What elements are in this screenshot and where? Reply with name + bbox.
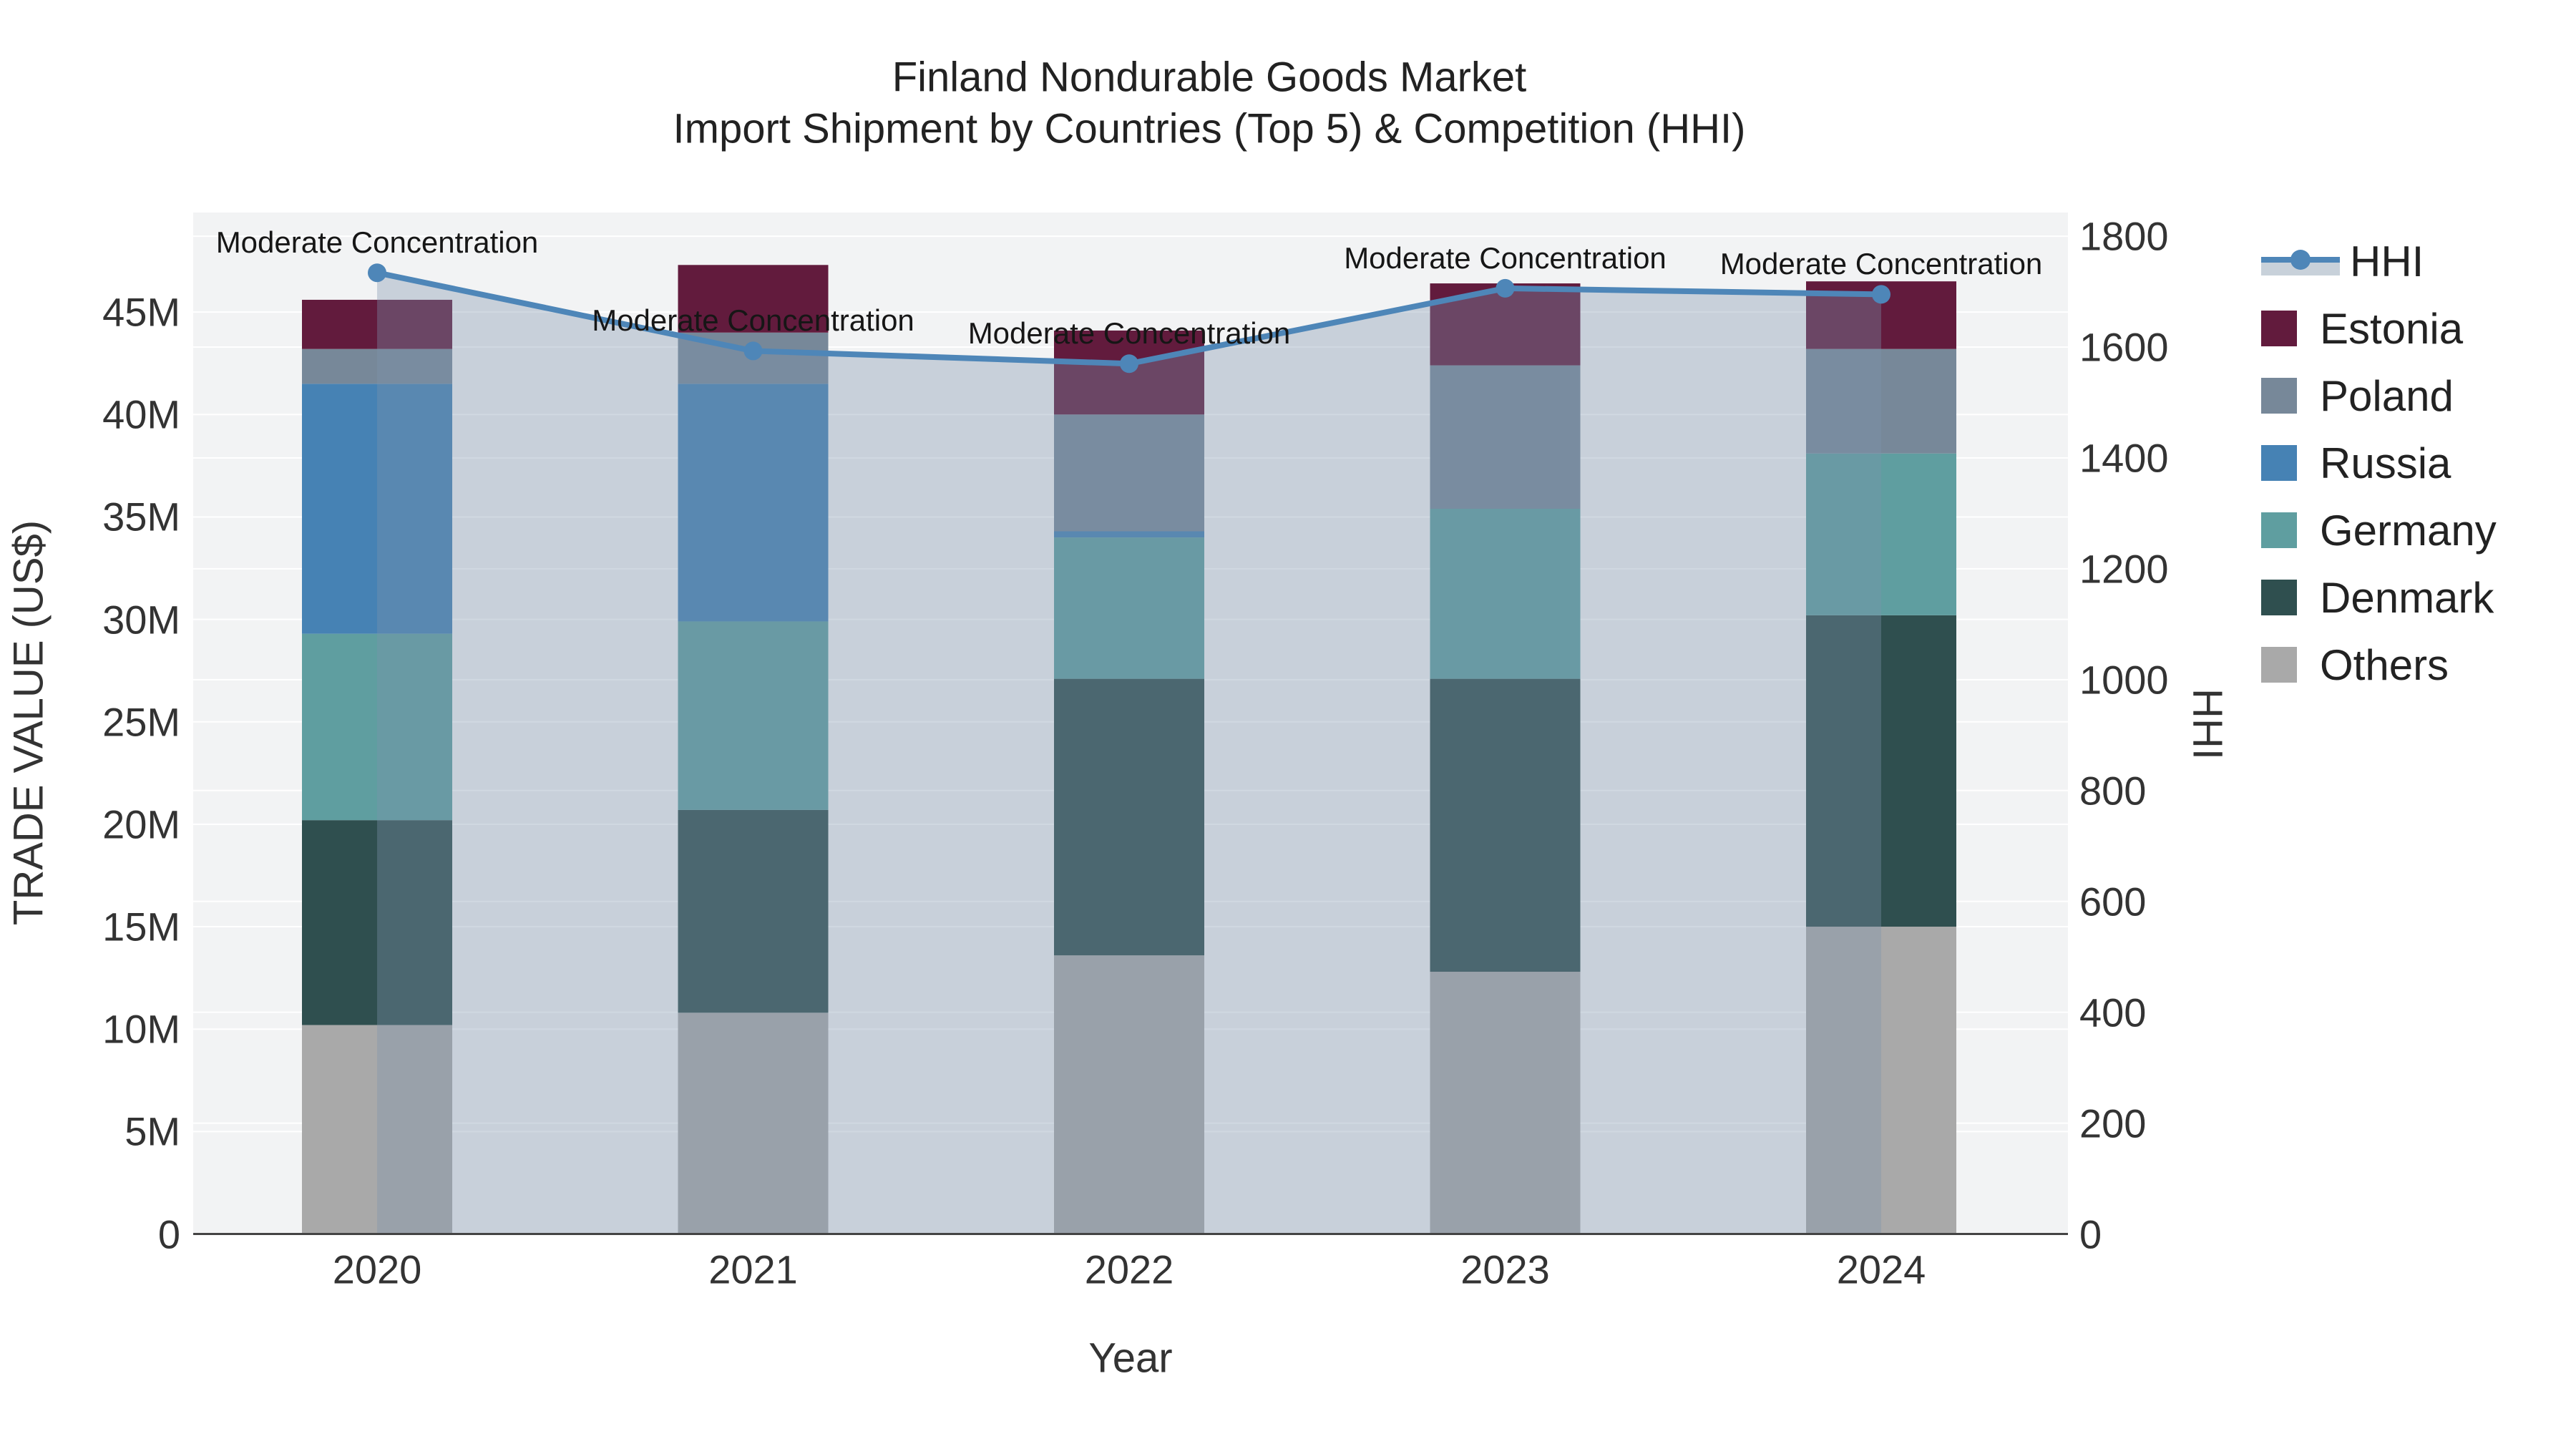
bar-segment-denmark-2021[interactable] — [678, 809, 829, 1013]
legend-label-others: Others — [2320, 640, 2449, 689]
bar-segment-germany-2020[interactable] — [302, 633, 452, 821]
legend-item-hhi[interactable]: HHI — [2261, 236, 2424, 286]
x-tick-2023: 2023 — [1460, 1246, 1550, 1292]
y-right-tick-1800: 1800 — [2079, 213, 2169, 259]
bar-segment-poland-2023[interactable] — [1430, 365, 1581, 509]
bar-segment-estonia-2021[interactable] — [678, 265, 829, 333]
annotation-2024: Moderate Concentration — [1719, 247, 2043, 281]
hhi-legend-glyph — [2261, 241, 2340, 281]
denmark-legend-swatch — [2261, 580, 2297, 615]
bar-segment-estonia-2020[interactable] — [302, 299, 452, 349]
legend-label-hhi: HHI — [2350, 237, 2424, 286]
bar-segment-poland-2020[interactable] — [302, 348, 452, 384]
chart-title-line2: Import Shipment by Countries (Top 5) & C… — [673, 105, 1746, 152]
bar-segment-denmark-2023[interactable] — [1430, 678, 1581, 972]
legend-label-germany: Germany — [2320, 506, 2497, 555]
bar-segment-russia-2022[interactable] — [1054, 531, 1204, 538]
estonia-legend-swatch — [2261, 311, 2297, 346]
annotation-2021: Moderate Concentration — [592, 303, 914, 338]
russia-legend-swatch — [2261, 445, 2297, 481]
legend-item-estonia[interactable]: Estonia — [2261, 303, 2463, 353]
bar-segment-germany-2023[interactable] — [1430, 508, 1581, 679]
bar-segment-others-2023[interactable] — [1430, 972, 1581, 1234]
y-left-tick-5M: 5M — [125, 1108, 180, 1154]
x-tick-2022: 2022 — [1084, 1246, 1174, 1292]
legend-item-germany[interactable]: Germany — [2261, 505, 2497, 555]
hhi-legend-marker — [2290, 250, 2311, 270]
y-right-axis-title: HHI — [2184, 688, 2231, 760]
bar-segment-denmark-2024[interactable] — [1806, 615, 1956, 927]
hhi-marker-2021[interactable] — [743, 341, 763, 361]
y-right-tick-600: 600 — [2079, 879, 2147, 924]
y-left-tick-25M: 25M — [102, 699, 180, 745]
x-tick-2021: 2021 — [708, 1246, 798, 1292]
bar-segment-denmark-2022[interactable] — [1054, 678, 1204, 956]
annotation-2022: Moderate Concentration — [967, 316, 1291, 351]
others-legend-swatch — [2261, 647, 2297, 683]
y-left-axis-title: TRADE VALUE (US$) — [5, 519, 52, 926]
bar-segment-germany-2022[interactable] — [1054, 537, 1204, 679]
legend-item-others[interactable]: Others — [2261, 640, 2449, 690]
legend-item-poland[interactable]: Poland — [2261, 371, 2454, 421]
y-left-tick-35M: 35M — [102, 494, 180, 540]
y-left-tick-20M: 20M — [102, 801, 180, 847]
hhi-fill-area — [377, 273, 1881, 1234]
bar-segment-russia-2020[interactable] — [302, 384, 452, 634]
bar-segment-poland-2022[interactable] — [1054, 414, 1204, 532]
germany-legend-swatch — [2261, 512, 2297, 548]
annotation-2023: Moderate Concentration — [1344, 240, 1667, 275]
legend-label-poland: Poland — [2320, 371, 2454, 420]
y-left-tick-40M: 40M — [102, 391, 180, 437]
y-right-tick-1600: 1600 — [2079, 324, 2169, 370]
bar-segment-germany-2024[interactable] — [1806, 453, 1956, 615]
bar-segment-denmark-2020[interactable] — [302, 820, 452, 1025]
y-right-tick-0: 0 — [2079, 1211, 2102, 1257]
hhi-marker-2022[interactable] — [1120, 354, 1138, 374]
y-right-tick-800: 800 — [2079, 768, 2147, 814]
legend-label-russia: Russia — [2320, 439, 2451, 487]
hhi-marker-2023[interactable] — [1496, 278, 1515, 298]
bar-segment-others-2020[interactable] — [302, 1025, 452, 1234]
poland-legend-swatch — [2261, 378, 2297, 414]
legend-label-estonia: Estonia — [2320, 304, 2464, 353]
x-tick-2020: 2020 — [332, 1246, 422, 1292]
hhi-marker-2020[interactable] — [368, 263, 386, 283]
annotation-2020: Moderate Concentration — [215, 225, 539, 260]
bar-segment-others-2022[interactable] — [1054, 955, 1204, 1234]
bar-segment-germany-2021[interactable] — [678, 621, 829, 810]
bar-segment-others-2021[interactable] — [678, 1013, 829, 1234]
bar-segment-poland-2024[interactable] — [1806, 348, 1956, 454]
y-right-tick-400: 400 — [2079, 990, 2147, 1035]
bar-segment-others-2024[interactable] — [1806, 927, 1956, 1234]
y-left-tick-15M: 15M — [102, 904, 180, 950]
y-left-tick-0: 0 — [157, 1211, 180, 1257]
y-left-tick-30M: 30M — [102, 597, 180, 643]
legend-item-denmark[interactable]: Denmark — [2261, 572, 2494, 623]
x-tick-2024: 2024 — [1836, 1246, 1926, 1292]
legend-label-denmark: Denmark — [2320, 573, 2494, 622]
y-right-tick-1000: 1000 — [2079, 657, 2169, 703]
y-left-tick-45M: 45M — [102, 289, 180, 335]
x-axis-title: Year — [1088, 1335, 1173, 1382]
y-right-tick-1200: 1200 — [2079, 546, 2169, 592]
y-right-tick-1400: 1400 — [2079, 435, 2169, 481]
hhi-marker-2024[interactable] — [1872, 285, 1890, 304]
y-left-tick-10M: 10M — [102, 1006, 180, 1052]
chart-title-line1: Finland Nondurable Goods Market — [892, 54, 1527, 101]
bar-segment-russia-2021[interactable] — [678, 384, 829, 622]
y-right-tick-200: 200 — [2079, 1101, 2147, 1146]
legend-item-russia[interactable]: Russia — [2261, 438, 2451, 488]
